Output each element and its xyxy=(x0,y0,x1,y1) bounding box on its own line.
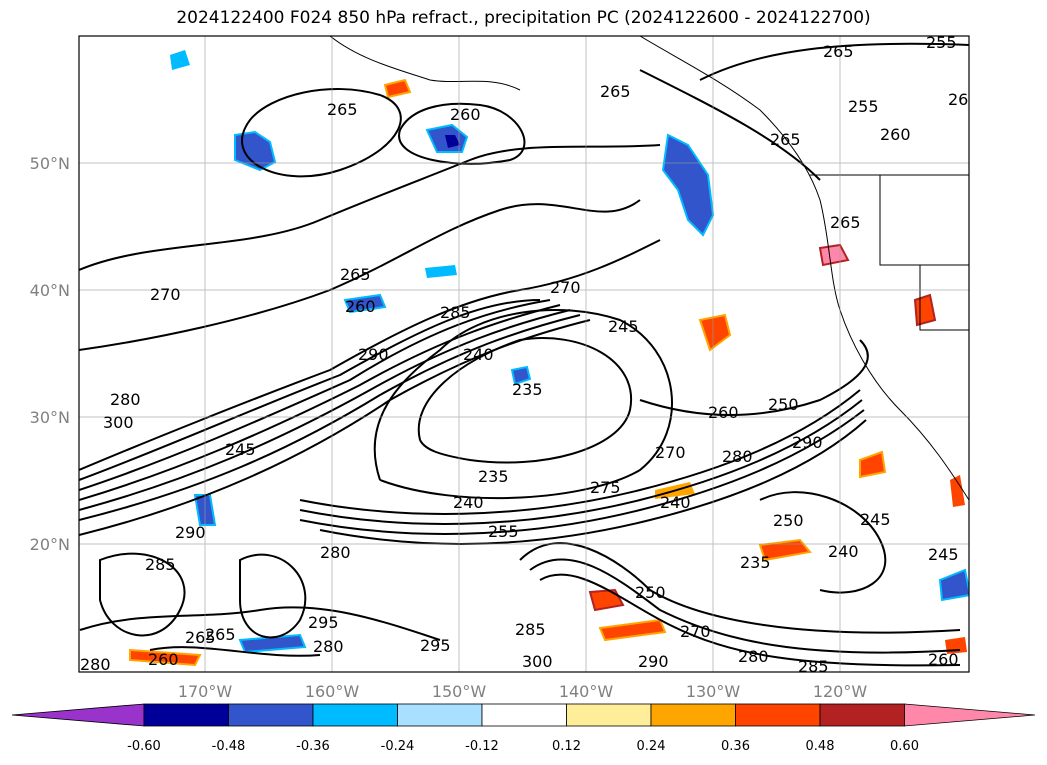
contour-label: 290 xyxy=(638,652,669,671)
colorbar-cell xyxy=(481,703,567,727)
contour-label: 245 xyxy=(928,545,959,564)
contour-label: 270 xyxy=(680,622,711,641)
contour-label: 300 xyxy=(522,652,553,671)
contour-label: 255 xyxy=(488,522,519,541)
contour-label: 260 xyxy=(928,650,959,669)
colorbar-tick-label: -0.24 xyxy=(381,739,415,754)
colorbar-tick-label: 0.60 xyxy=(890,739,919,754)
contour-label: 250 xyxy=(635,583,666,602)
longitude-ticks: 170°W 160°W 150°W 140°W 130°W 120°W xyxy=(178,682,868,701)
colorbar-ticks: -0.60 -0.48 -0.36 -0.24 -0.12 0.12 0.24 … xyxy=(127,739,919,754)
contour-label: 295 xyxy=(308,613,339,632)
contour-label: 270 xyxy=(655,443,686,462)
colorbar-tick-label: -0.36 xyxy=(296,739,330,754)
contour-label: 280 xyxy=(80,655,111,674)
contour-label: 240 xyxy=(660,493,691,512)
lat-tick-label: 50°N xyxy=(30,154,70,173)
contour-label: 280 xyxy=(320,543,351,562)
colorbar-cell xyxy=(228,703,314,727)
contour-label: 275 xyxy=(590,478,621,497)
lon-tick-label: 120°W xyxy=(813,682,868,701)
contour-label: 285 xyxy=(515,620,546,639)
colorbar-tick-label: -0.48 xyxy=(212,739,246,754)
plot-area xyxy=(79,36,969,672)
contour-label: 285 xyxy=(798,657,829,676)
colorbar-tick-label: 0.24 xyxy=(637,739,666,754)
contour-label: 255 xyxy=(848,97,879,116)
contour-label: 280 xyxy=(313,637,344,656)
contour-label: 270 xyxy=(150,285,181,304)
colorbar-cell xyxy=(143,703,229,727)
lon-tick-label: 170°W xyxy=(178,682,233,701)
colorbar-tick-label: -0.12 xyxy=(465,739,499,754)
contour-label: 235 xyxy=(740,553,771,572)
colorbar xyxy=(11,703,1036,727)
map-title: 2024122400 F024 850 hPa refract., precip… xyxy=(176,8,871,28)
colorbar-cell xyxy=(566,703,652,727)
contour-label: 265 xyxy=(823,42,854,61)
coastlines xyxy=(329,36,969,501)
contour-label: 260 xyxy=(708,403,739,422)
colorbar-cell xyxy=(312,703,398,727)
contour-label: 260 xyxy=(948,90,979,109)
contour-label: 290 xyxy=(175,523,206,542)
contour-label: 240 xyxy=(828,542,859,561)
lon-tick-label: 140°W xyxy=(559,682,614,701)
contour-label: 265 xyxy=(600,82,631,101)
colorbar-cell xyxy=(735,703,821,727)
contour-label: 270 xyxy=(550,278,581,297)
contour-label: 265 xyxy=(185,628,216,647)
contour-label: 245 xyxy=(608,317,639,336)
lat-tick-label: 30°N xyxy=(30,408,70,427)
colorbar-cell xyxy=(819,703,905,727)
colorbar-cell xyxy=(650,703,736,727)
contour-label: 260 xyxy=(345,297,376,316)
colorbar-tick-label: 0.12 xyxy=(552,739,581,754)
contour-label: 265 xyxy=(830,213,861,232)
contour-label: 280 xyxy=(110,390,141,409)
colorbar-cell xyxy=(397,703,483,727)
contour-label: 300 xyxy=(103,413,134,432)
contour-label: 245 xyxy=(225,440,256,459)
colorbar-extend-left xyxy=(11,703,145,727)
contour-label: 285 xyxy=(440,303,471,322)
graticule xyxy=(79,36,969,672)
colorbar-extend-right xyxy=(904,703,1036,727)
latitude-ticks: 50°N 40°N 30°N 20°N xyxy=(30,154,70,554)
contour-label: 265 xyxy=(770,130,801,149)
contour-label: 235 xyxy=(478,467,509,486)
contour-label: 240 xyxy=(453,493,484,512)
contour-label: 290 xyxy=(358,345,389,364)
contour-label: 260 xyxy=(148,650,179,669)
colorbar-tick-label: -0.60 xyxy=(127,739,161,754)
contour-label: 260 xyxy=(880,125,911,144)
contour-label: 260 xyxy=(450,105,481,124)
contour-label: 235 xyxy=(512,380,543,399)
lat-tick-label: 20°N xyxy=(30,535,70,554)
contour-label: 285 xyxy=(145,555,176,574)
contour-label: 265 xyxy=(327,100,358,119)
contour-label: 280 xyxy=(722,447,753,466)
contour-label: 265 xyxy=(205,625,236,644)
contour-label: 280 xyxy=(738,647,769,666)
colorbar-tick-label: 0.48 xyxy=(806,739,835,754)
contour-label: 250 xyxy=(773,511,804,530)
colorbar-tick-label: 0.36 xyxy=(721,739,750,754)
lon-tick-label: 150°W xyxy=(432,682,487,701)
precip-patches xyxy=(129,50,969,667)
contour-labels: 265 260 265 265 255 260 255 265 260 265 … xyxy=(80,33,979,676)
plot-frame xyxy=(78,35,970,673)
contour-label: 265 xyxy=(340,265,371,284)
contour-label: 245 xyxy=(860,510,891,529)
lon-tick-label: 130°W xyxy=(686,682,741,701)
contour-label: 295 xyxy=(420,636,451,655)
contour-label: 290 xyxy=(792,433,823,452)
contour-label: 255 xyxy=(926,33,957,52)
lon-tick-label: 160°W xyxy=(305,682,360,701)
contour-label: 250 xyxy=(768,395,799,414)
contour-label: 240 xyxy=(463,345,494,364)
lat-tick-label: 40°N xyxy=(30,281,70,300)
